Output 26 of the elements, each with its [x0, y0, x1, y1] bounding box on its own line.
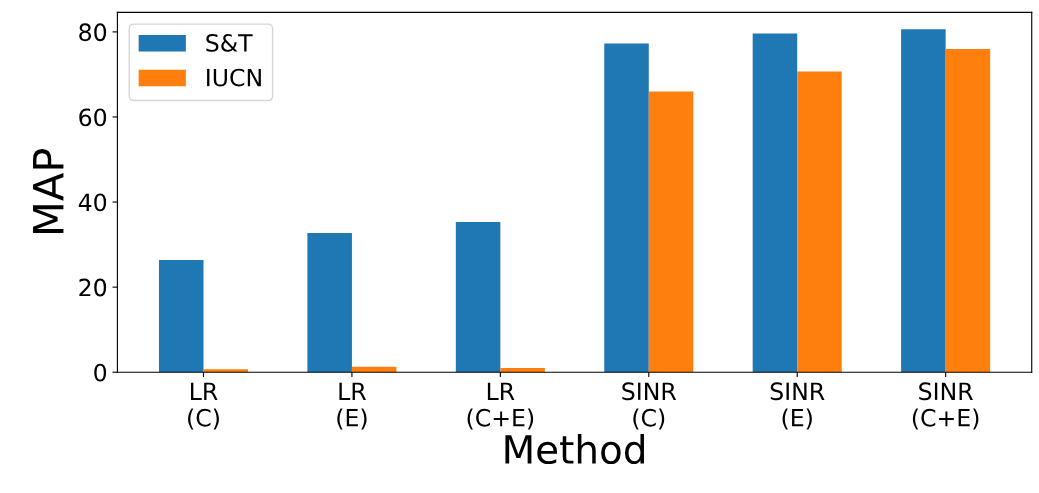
x-tick-label: LR (E): [337, 382, 367, 430]
bar: [307, 233, 352, 373]
bar: [752, 33, 798, 373]
bar: [158, 259, 204, 373]
legend-label: IUCN: [207, 68, 261, 87]
bar: [500, 367, 545, 373]
y-tick-label: 60: [79, 108, 107, 127]
y-tick-label: 20: [79, 278, 107, 297]
bar: [604, 43, 649, 373]
x-tick-label: LR (C+E): [467, 382, 534, 430]
x-tick-label: SINR (C): [622, 382, 677, 430]
y-tick-label: 0: [94, 363, 107, 382]
legend-label: S&T: [206, 33, 253, 52]
x-axis-title: Method: [505, 434, 644, 465]
bar: [455, 222, 501, 373]
bar: [901, 29, 946, 373]
bar: [797, 71, 842, 373]
x-tick-label: SINR (C+E): [912, 382, 979, 430]
bar: [203, 369, 249, 373]
y-axis-title: MAP: [33, 148, 64, 233]
y-tick-label: 80: [79, 23, 107, 42]
y-tick-label: 40: [78, 193, 107, 212]
bar: [648, 91, 694, 373]
x-tick-label: SINR (E): [770, 382, 825, 430]
bar: [945, 48, 991, 373]
x-tick-label: LR (C): [188, 382, 219, 430]
